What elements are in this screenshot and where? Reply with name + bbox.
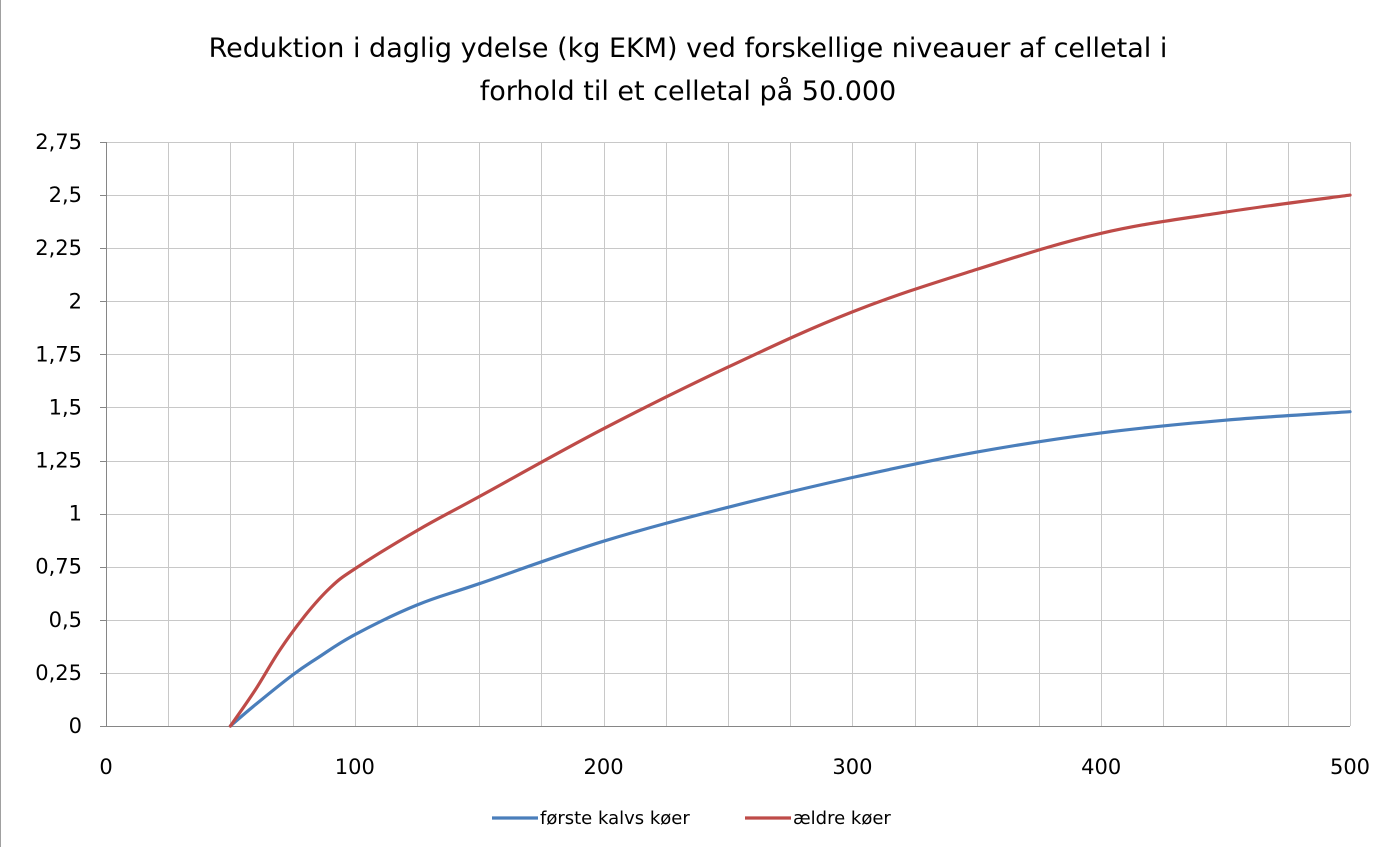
x-axis-tick-label: 400 [1081,755,1121,779]
y-axis-tick-label: 2 [69,289,82,313]
y-axis-tick-label: 2,75 [35,130,82,154]
chart-title-line-2: forhold til et celletal på 50.000 [480,76,896,107]
legend-label-1: første kalvs køer [540,808,690,829]
y-axis-tick-label: 0,5 [49,608,82,632]
x-axis-tick-label: 100 [335,755,375,779]
y-axis-tick-label: 1,75 [35,342,82,366]
x-axis-tick-label: 500 [1330,755,1370,779]
y-axis-tick-label: 0 [69,714,82,738]
legend-label-2: ældre køer [793,808,891,829]
chart-title-line-1: Reduktion i daglig ydelse (kg EKM) ved f… [209,33,1168,64]
x-axis-tick-label: 0 [99,755,112,779]
y-axis-tick-label: 1 [69,502,82,526]
x-axis-tick-label: 200 [584,755,624,779]
y-axis-tick-label: 0,25 [35,661,82,685]
x-axis-tick-label: 300 [832,755,872,779]
y-axis-tick-label: 1,25 [35,449,82,473]
y-axis-tick-label: 1,5 [49,395,82,419]
y-axis-tick-label: 2,25 [35,236,82,260]
y-axis-tick-label: 0,75 [35,555,82,579]
y-axis-tick-label: 2,5 [49,183,82,207]
